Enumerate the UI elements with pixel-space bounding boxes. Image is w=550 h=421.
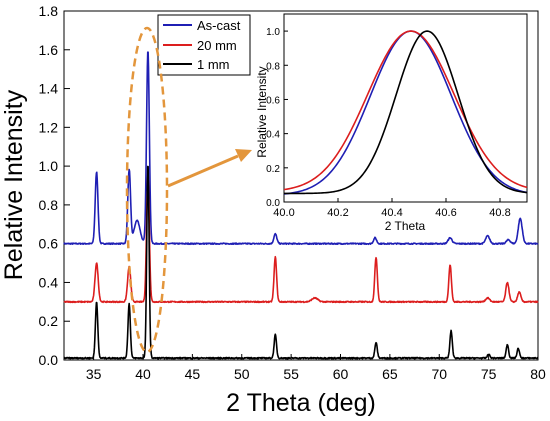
main-x-tick-label: 60 xyxy=(333,366,349,382)
inset-x-tick-label: 40.8 xyxy=(489,207,510,219)
main-y-tick-label: 0.4 xyxy=(39,274,59,290)
inset-x-tick-label: 40.6 xyxy=(435,207,456,219)
legend-label-1mm: 1 mm xyxy=(197,57,230,72)
inset-series-line-2 xyxy=(284,30,528,195)
inset-x-axis-title: 2 Theta xyxy=(385,219,426,233)
inset-x-tick-label: 40.0 xyxy=(273,207,294,219)
main-y-tick-label: 1.6 xyxy=(39,42,59,58)
inset-y-tick-label: 1.0 xyxy=(266,27,280,38)
main-x-tick-label: 45 xyxy=(185,366,201,382)
main-y-tick-label: 0.2 xyxy=(39,313,59,329)
main-series-line-2 xyxy=(63,165,539,360)
highlight-ellipse xyxy=(125,26,169,354)
inset-axes: 40.0 40.2 40.4 40.6 40.8 0.0 0.2 0.4 0.6 0.8 1.0 xyxy=(266,27,511,219)
main-y-tick-label: 0.6 xyxy=(39,236,59,252)
main-y-axis-title: Relative Intensity xyxy=(0,89,28,280)
main-y-tick-label: 1.8 xyxy=(39,3,59,19)
inset-y-axis-title: Relative Intensity xyxy=(255,66,269,157)
main-x-tick-label: 35 xyxy=(86,366,102,382)
main-y-tick-label: 0.8 xyxy=(39,197,59,213)
main-x-tick-label: 40 xyxy=(135,366,151,382)
inset-series-line-1 xyxy=(283,30,528,191)
main-y-tick-label: 1.4 xyxy=(39,81,59,97)
main-axes: 35 40 45 50 55 60 65 70 75 80 0.0 0.2 0.4 0.6 0.8 1.0 1.… xyxy=(39,3,546,382)
legend: As-cast 20 mm 1 mm xyxy=(157,14,251,76)
main-series-line-0 xyxy=(63,51,539,246)
main-x-tick-label: 70 xyxy=(431,366,447,382)
main-x-tick-label: 80 xyxy=(530,366,546,382)
inset-series-group xyxy=(283,30,528,195)
inset-y-tick-label: 0.2 xyxy=(266,164,280,175)
inset-y-tick-label: 0.6 xyxy=(266,95,280,106)
main-y-tick-label: 1.0 xyxy=(39,158,59,174)
legend-label-20mm: 20 mm xyxy=(197,38,237,53)
main-x-tick-label: 55 xyxy=(283,366,299,382)
main-series-group xyxy=(63,51,539,360)
main-series-line-1 xyxy=(63,175,539,304)
inset-x-tick-label: 40.2 xyxy=(327,207,348,219)
legend-label-as-cast: As-cast xyxy=(197,18,241,33)
inset-y-tick-label: 0.0 xyxy=(266,198,280,209)
main-x-axis-title: 2 Theta (deg) xyxy=(226,389,376,417)
inset-y-tick-label: 0.8 xyxy=(266,61,280,72)
main-x-tick-label: 75 xyxy=(481,366,497,382)
main-x-tick-label: 65 xyxy=(382,366,398,382)
main-x-tick-label: 50 xyxy=(234,366,250,382)
main-y-tick-label: 1.2 xyxy=(39,119,59,135)
callout-arrowhead xyxy=(235,149,252,162)
inset-y-tick-label: 0.4 xyxy=(266,130,280,141)
inset-x-tick-label: 40.4 xyxy=(381,207,402,219)
main-y-tick-label: 0.0 xyxy=(39,352,59,368)
callout-arrow xyxy=(167,154,239,188)
main-plot-frame xyxy=(63,10,539,361)
